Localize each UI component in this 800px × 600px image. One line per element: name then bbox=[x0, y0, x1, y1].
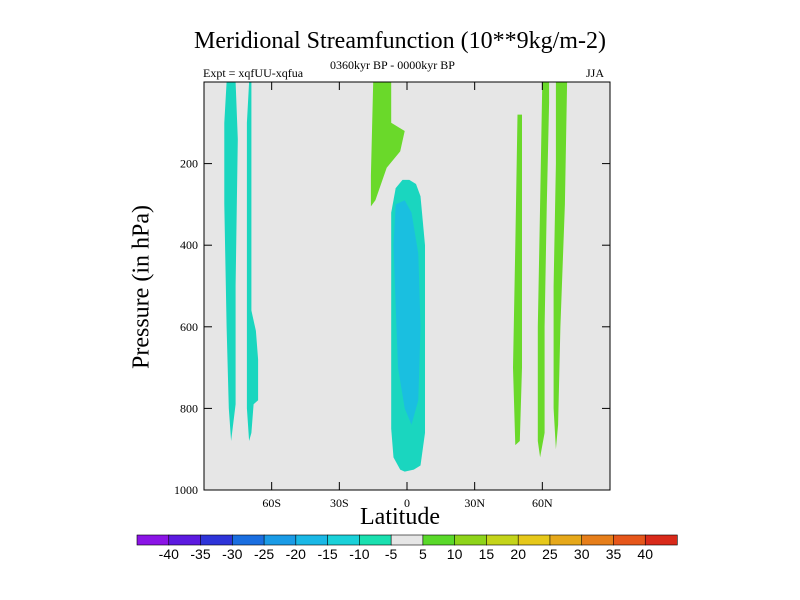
colorbar-label: -15 bbox=[317, 546, 337, 562]
colorbar-swatch bbox=[295, 534, 329, 546]
colorbar-label: 20 bbox=[510, 546, 526, 562]
colorbar-swatch bbox=[454, 534, 488, 546]
negative-core-equatorial bbox=[393, 200, 421, 425]
positive-cell-nh-upper-tropics bbox=[370, 82, 405, 207]
y-tick-label: 1000 bbox=[174, 483, 198, 497]
colorbar-label: 5 bbox=[419, 546, 427, 562]
y-tick-label: 200 bbox=[180, 157, 198, 171]
chart-subtitle: 0360kyr BP - 0000kyr BP bbox=[330, 58, 455, 72]
colorbar-swatch bbox=[581, 534, 615, 546]
colorbar-label: -10 bbox=[349, 546, 369, 562]
colorbar-swatch bbox=[517, 534, 551, 546]
colorbar-swatch bbox=[231, 534, 265, 546]
negative-cell-sh-high-lat bbox=[224, 82, 238, 441]
colorbar-swatch bbox=[390, 534, 424, 546]
positive-cell-nh-60-left bbox=[537, 82, 550, 458]
colorbar-swatch bbox=[263, 534, 297, 546]
colorbar-label: -20 bbox=[286, 546, 306, 562]
negative-cell-sh-mid-lat bbox=[246, 82, 259, 441]
colorbar-label: 10 bbox=[447, 546, 463, 562]
x-tick-label: 60N bbox=[532, 496, 553, 510]
axis-ticks: 60S 30S 0 30N 60N 200 400 600 800 1000 bbox=[174, 82, 610, 510]
colorbar-swatch bbox=[644, 534, 678, 546]
colorbar-label: -30 bbox=[222, 546, 242, 562]
positive-cell-nh-60-right bbox=[553, 82, 568, 450]
colorbar-swatch bbox=[327, 534, 360, 546]
x-tick-label: 30S bbox=[330, 496, 349, 510]
colorbar-swatch bbox=[200, 534, 233, 546]
x-tick-label: 30N bbox=[464, 496, 485, 510]
colorbar-swatch bbox=[613, 534, 646, 546]
y-tick-label: 400 bbox=[180, 238, 198, 252]
y-tick-label: 600 bbox=[180, 320, 198, 334]
colorbar-label: 15 bbox=[479, 546, 495, 562]
chart-title: Meridional Streamfunction (10**9kg/m-2) bbox=[194, 28, 606, 54]
colorbar-swatch bbox=[359, 534, 392, 546]
colorbar-swatch bbox=[422, 534, 456, 546]
colorbar-label: 40 bbox=[637, 546, 653, 562]
colorbar-swatch bbox=[168, 534, 202, 546]
experiment-label: Expt = xqfUU-xqfua bbox=[203, 66, 304, 80]
y-tick-label: 800 bbox=[180, 401, 198, 415]
colorbar-swatch bbox=[549, 534, 583, 546]
x-axis-label: Latitude bbox=[360, 504, 440, 530]
colorbar-label: -25 bbox=[254, 546, 274, 562]
colorbar-swatch bbox=[486, 534, 519, 546]
positive-cell-nh-50 bbox=[513, 114, 522, 446]
colorbar-label: 30 bbox=[574, 546, 590, 562]
x-tick-label: 0 bbox=[404, 496, 410, 510]
colorbar-label: -35 bbox=[190, 546, 210, 562]
colorbar: -40 -35 -30 -25 -20 -15 -10 -5 5 10 15 20 25 30 35 40 bbox=[136, 534, 678, 562]
colorbar-label: -5 bbox=[385, 546, 398, 562]
colorbar-swatch bbox=[136, 534, 170, 546]
season-label: JJA bbox=[586, 66, 605, 80]
contour-regions bbox=[224, 82, 568, 472]
colorbar-label: 25 bbox=[542, 546, 558, 562]
x-tick-label: 60S bbox=[262, 496, 281, 510]
colorbar-label: -40 bbox=[159, 546, 179, 562]
colorbar-label: 35 bbox=[606, 546, 622, 562]
